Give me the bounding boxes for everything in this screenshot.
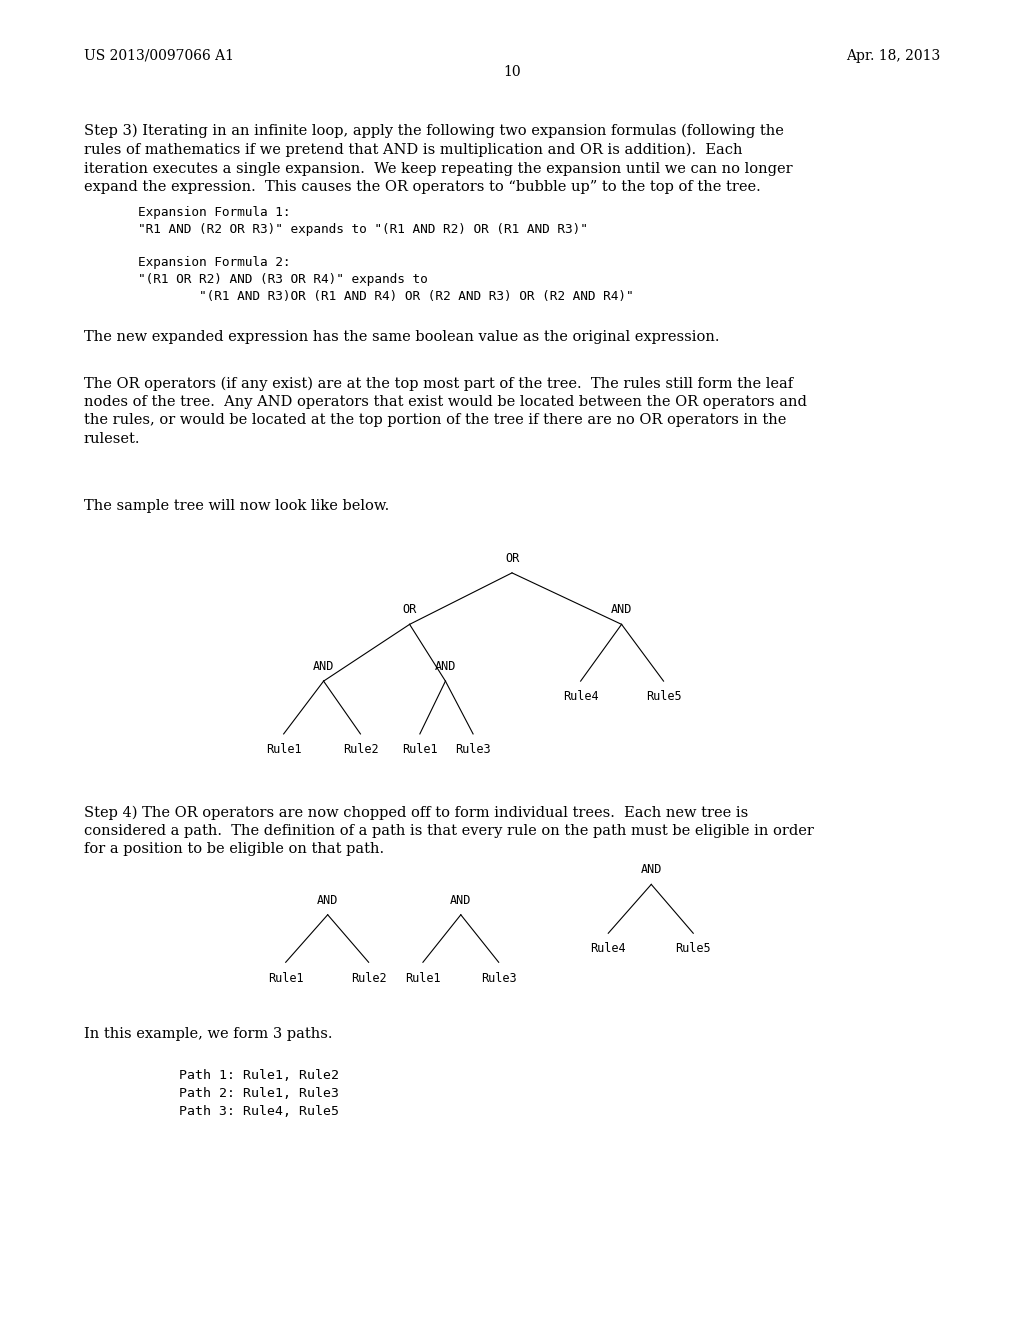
Text: Step 4) The OR operators are now chopped off to form individual trees.  Each new: Step 4) The OR operators are now chopped… [84, 805, 814, 857]
Text: Rule5: Rule5 [646, 690, 681, 704]
Text: In this example, we form 3 paths.: In this example, we form 3 paths. [84, 1027, 333, 1041]
Text: The sample tree will now look like below.: The sample tree will now look like below… [84, 499, 389, 513]
Text: Rule4: Rule4 [563, 690, 598, 704]
Text: AND: AND [317, 894, 338, 907]
Text: Rule1: Rule1 [402, 743, 437, 756]
Text: The OR operators (if any exist) are at the top most part of the tree.  The rules: The OR operators (if any exist) are at t… [84, 376, 807, 446]
Text: Expansion Formula 2:
"(R1 OR R2) AND (R3 OR R4)" expands to
        "(R1 AND R3): Expansion Formula 2: "(R1 OR R2) AND (R3… [138, 256, 634, 304]
Text: Rule4: Rule4 [591, 942, 626, 956]
Text: AND: AND [451, 894, 471, 907]
Text: Path 1: Rule1, Rule2
Path 2: Rule1, Rule3
Path 3: Rule4, Rule5: Path 1: Rule1, Rule2 Path 2: Rule1, Rule… [179, 1069, 339, 1118]
Text: US 2013/0097066 A1: US 2013/0097066 A1 [84, 49, 233, 63]
Text: The new expanded expression has the same boolean value as the original expressio: The new expanded expression has the same… [84, 330, 720, 345]
Text: Rule1: Rule1 [268, 972, 303, 985]
Text: Apr. 18, 2013: Apr. 18, 2013 [846, 49, 940, 63]
Text: Expansion Formula 1:
"R1 AND (R2 OR R3)" expands to "(R1 AND R2) OR (R1 AND R3)": Expansion Formula 1: "R1 AND (R2 OR R3)"… [138, 206, 588, 236]
Text: Rule3: Rule3 [456, 743, 490, 756]
Text: Rule1: Rule1 [266, 743, 301, 756]
Text: AND: AND [435, 660, 456, 673]
Text: Rule2: Rule2 [351, 972, 386, 985]
Text: AND: AND [611, 603, 632, 616]
Text: Step 3) Iterating in an infinite loop, apply the following two expansion formula: Step 3) Iterating in an infinite loop, a… [84, 124, 793, 194]
Text: 10: 10 [503, 65, 521, 79]
Text: AND: AND [641, 863, 662, 876]
Text: AND: AND [313, 660, 334, 673]
Text: OR: OR [505, 552, 519, 565]
Text: Rule5: Rule5 [676, 942, 711, 956]
Text: Rule2: Rule2 [343, 743, 378, 756]
Text: Rule3: Rule3 [481, 972, 516, 985]
Text: OR: OR [402, 603, 417, 616]
Text: Rule1: Rule1 [406, 972, 440, 985]
